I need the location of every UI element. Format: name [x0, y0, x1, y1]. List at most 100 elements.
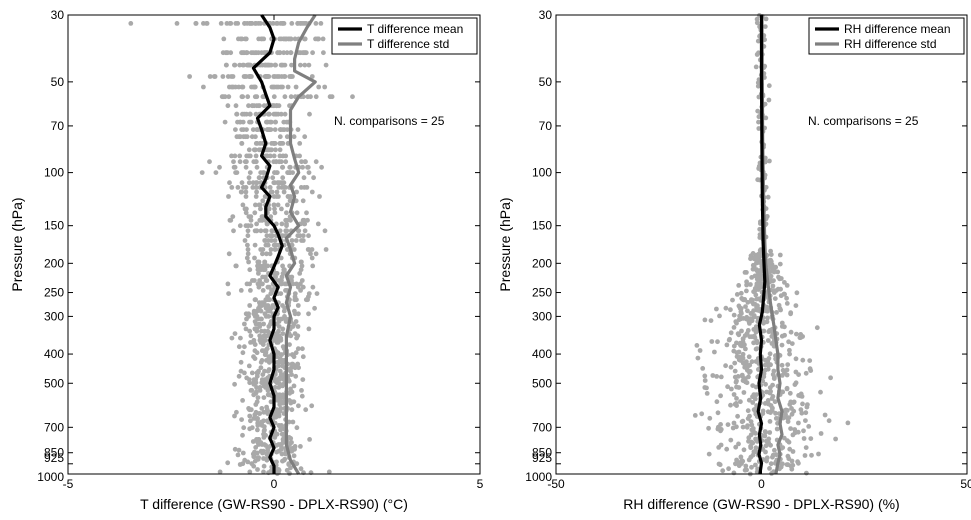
scatter-point — [251, 308, 257, 314]
scatter-point — [794, 290, 800, 296]
scatter-point — [785, 362, 791, 367]
scatter-point — [728, 307, 733, 313]
scatter-point — [284, 228, 290, 234]
scatter-point — [740, 424, 746, 430]
scatter-point — [275, 50, 281, 56]
scatter-point — [276, 316, 281, 322]
scatter-point — [265, 368, 271, 374]
scatter-point — [268, 247, 274, 252]
y-tick-label: 850 — [44, 446, 64, 460]
scatter-point — [757, 248, 763, 253]
scatter-point — [266, 206, 272, 212]
scatter-point — [764, 304, 770, 310]
scatter-point — [281, 189, 287, 195]
scatter-point — [278, 281, 284, 287]
scatter-point — [753, 445, 759, 451]
scatter-point — [244, 127, 249, 132]
scatter-point — [249, 425, 255, 431]
scatter-point — [269, 141, 275, 146]
scatter-point — [746, 457, 752, 463]
scatter-point — [761, 374, 767, 380]
scatter-point — [269, 228, 275, 234]
scatter-point — [755, 108, 761, 114]
scatter-point — [255, 456, 261, 462]
scatter-point — [274, 189, 280, 195]
scatter-point — [262, 267, 268, 273]
scatter-point — [281, 180, 287, 186]
scatter-point — [267, 297, 272, 303]
scatter-point — [766, 83, 772, 89]
scatter-point — [728, 402, 733, 408]
scatter-point — [753, 462, 758, 468]
scatter-point — [272, 180, 278, 186]
scatter-point — [268, 321, 273, 327]
scatter-point — [247, 119, 252, 125]
scatter-point — [264, 153, 270, 159]
scatter-point — [292, 297, 298, 303]
scatter-point — [257, 141, 263, 146]
scatter-point — [256, 175, 262, 181]
scatter-point — [226, 251, 232, 257]
scatter-point — [757, 226, 763, 232]
scatter-point — [766, 356, 772, 361]
scatter-point — [240, 111, 245, 117]
scatter-point — [728, 364, 734, 370]
scatter-point — [245, 242, 250, 248]
scatter-point — [300, 164, 305, 170]
scatter-point — [783, 412, 788, 418]
scatter-point — [300, 284, 306, 290]
scatter-point — [317, 194, 322, 199]
scatter-point — [255, 440, 261, 445]
scatter-point — [256, 36, 262, 42]
scatter-point — [229, 84, 235, 90]
scatter-point — [248, 217, 254, 223]
scatter-point — [277, 228, 283, 234]
scatter-point — [255, 263, 260, 269]
scatter-point — [248, 288, 253, 293]
scatter-point — [298, 267, 304, 273]
scatter-point — [283, 159, 289, 165]
scatter-point — [724, 446, 730, 452]
scatter-point — [745, 308, 750, 314]
scatter-point — [252, 147, 258, 153]
scatter-point — [306, 170, 312, 176]
scatter-point — [808, 368, 814, 373]
scatter-point — [754, 16, 760, 22]
scatter-point — [310, 284, 316, 290]
scatter-point — [768, 362, 773, 368]
scatter-point — [741, 390, 747, 395]
scatter-point — [262, 259, 268, 265]
scatter-point — [807, 358, 813, 363]
scatter-point — [275, 202, 281, 208]
scatter-point — [234, 409, 239, 415]
profile-lines — [251, 14, 317, 475]
scatter-point — [350, 94, 355, 100]
scatter-point — [251, 340, 257, 345]
scatter-point — [292, 365, 298, 371]
scatter-point — [259, 406, 265, 411]
scatter-point — [239, 180, 245, 186]
scatter-point — [239, 50, 245, 56]
scatter-point — [803, 410, 809, 416]
scatter-point — [263, 228, 269, 234]
scatter-point — [222, 119, 228, 125]
scatter-point — [728, 437, 734, 443]
scatter-point — [736, 283, 742, 288]
scatter-point — [277, 153, 283, 159]
scatter-point — [266, 111, 271, 117]
scatter-point — [309, 403, 315, 409]
scatter-point — [258, 21, 263, 26]
scatter-point — [250, 127, 256, 132]
scatter-point — [294, 425, 300, 431]
scatter-point — [239, 94, 245, 100]
scatter-point — [288, 217, 293, 223]
scatter-point — [315, 221, 321, 227]
scatter-point — [704, 391, 710, 396]
scatter-point — [282, 305, 288, 311]
scatter-point — [281, 267, 287, 273]
scatter-point — [293, 373, 299, 379]
scatter-point — [262, 368, 267, 374]
scatter-point — [738, 454, 744, 460]
scatter-point — [248, 62, 253, 68]
scatter-point — [274, 459, 279, 465]
